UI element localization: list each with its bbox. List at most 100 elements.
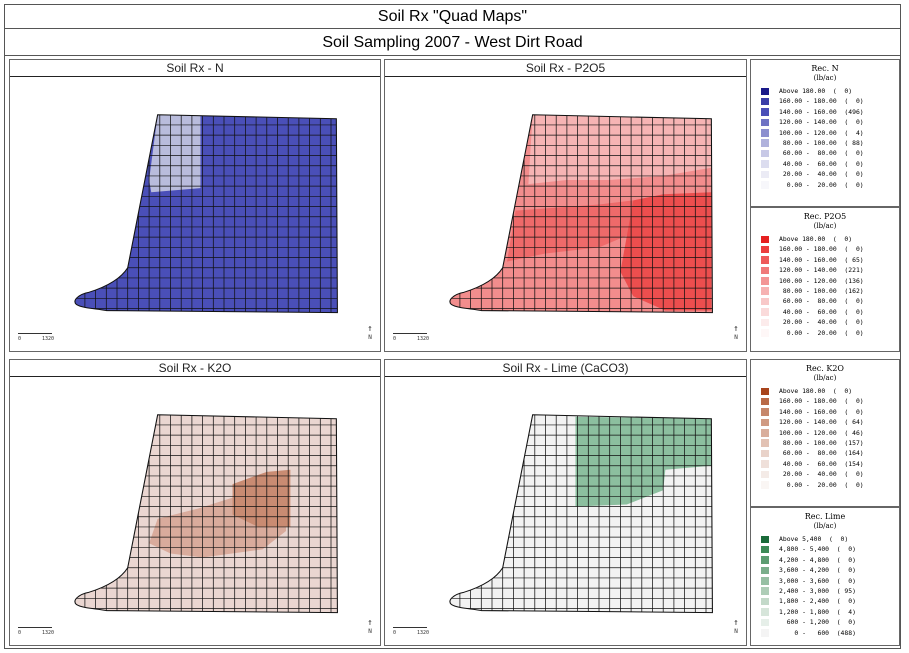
- legend-swatch: [761, 308, 769, 316]
- legend-swatch: [761, 108, 769, 116]
- rx-zone: [506, 200, 634, 262]
- legend-rec-n: Rec. N (lb/ac) Above 180.00 ( 0) 160.00 -…: [750, 59, 900, 207]
- legend-row: 2,400 - 3,000 ( 95): [751, 586, 899, 596]
- scale-bar: 0 1320: [393, 333, 433, 343]
- legend-label: 0.00 - 20.00 ( 0): [779, 480, 864, 489]
- legend-label: 20.00 - 40.00 ( 0): [779, 470, 864, 479]
- legend-swatch: [761, 618, 769, 627]
- legend-row: 0.00 - 20.00 ( 0): [751, 328, 899, 338]
- map-title-lime: Soil Rx - Lime (CaCO3): [385, 360, 746, 377]
- legend-label: 2,400 - 3,000 ( 95): [779, 586, 856, 595]
- legend-rec-p2o5: Rec. P2O5 (lb/ac) Above 180.00 ( 0) 160.0…: [750, 207, 900, 352]
- report-title: Soil Rx "Quad Maps": [5, 5, 900, 29]
- legend-row: Above 180.00 ( 0): [751, 234, 899, 244]
- legend-row: 20.00 - 40.00 ( 0): [751, 469, 899, 479]
- legend-swatch: [761, 149, 769, 158]
- legend-swatch: [761, 256, 769, 264]
- legend-swatch: [761, 266, 769, 275]
- legend-swatch: [761, 587, 769, 595]
- legend-row: 140.00 - 160.00 (496): [751, 107, 899, 117]
- legend-label: 1,200 - 1,800 ( 4): [779, 607, 856, 616]
- legend-row: 40.00 - 60.00 ( 0): [751, 159, 899, 169]
- legend-label: 80.00 - 100.00 (157): [779, 438, 864, 447]
- legend-row: Above 180.00 ( 0): [751, 386, 899, 396]
- legend-label: 3,600 - 4,200 ( 0): [779, 566, 856, 575]
- legend-swatch: [761, 556, 769, 564]
- legend-label: 140.00 - 160.00 (496): [779, 107, 864, 116]
- legend-row: 120.00 - 140.00 ( 0): [751, 117, 899, 127]
- map-n: [74, 114, 338, 314]
- legend-unit: (lb/ac): [813, 522, 837, 530]
- map-p2o5: [449, 114, 713, 314]
- legend-label: 60.00 - 80.00 ( 0): [779, 297, 864, 306]
- legend-label: 0.00 - 20.00 ( 0): [779, 180, 864, 189]
- legend-row: Above 5,400 ( 0): [751, 534, 899, 544]
- legend-label: 160.00 - 180.00 ( 0): [779, 245, 864, 254]
- legend-swatch: [761, 408, 769, 416]
- legend-row: 40.00 - 60.00 (154): [751, 459, 899, 469]
- legend-row: 20.00 - 40.00 ( 0): [751, 317, 899, 327]
- legend-label: 4,800 - 5,400 ( 0): [779, 545, 856, 554]
- legend-row: 80.00 - 100.00 (162): [751, 286, 899, 296]
- legend-label: 140.00 - 160.00 ( 0): [779, 407, 864, 416]
- legend-swatch: [761, 577, 769, 585]
- rx-zone: [149, 114, 201, 193]
- legend-label: 20.00 - 40.00 ( 0): [779, 170, 864, 179]
- legend-row: 140.00 - 160.00 ( 0): [751, 407, 899, 417]
- legend-swatch: [761, 170, 769, 179]
- legend-swatch: [761, 387, 769, 395]
- scale-bar: 0 1320: [18, 627, 58, 637]
- legend-swatch: [761, 277, 769, 285]
- map-title-n: Soil Rx - N: [10, 60, 380, 77]
- legend-row: 100.00 - 120.00 (136): [751, 276, 899, 286]
- legend-label: 100.00 - 120.00 ( 46): [779, 428, 864, 437]
- legend-label: 600 - 1,200 ( 0): [779, 618, 856, 627]
- legend-row: 0 - 600 (488): [751, 628, 899, 638]
- legend-swatch: [761, 460, 769, 468]
- map-panel-p2o5: Soil Rx - P2O5 0 1320 ↑ N: [384, 59, 747, 352]
- north-arrow-icon: ↑ N: [733, 618, 739, 636]
- legend-row: 0.00 - 20.00 ( 0): [751, 180, 899, 190]
- map-panel-n: Soil Rx - N 0 1320 ↑ N: [9, 59, 381, 352]
- report-subtitle: Soil Sampling 2007 - West Dirt Road: [5, 29, 900, 56]
- legend-row: 4,800 - 5,400 ( 0): [751, 544, 899, 554]
- report-frame: Soil Rx "Quad Maps" Soil Sampling 2007 -…: [4, 4, 901, 649]
- legend-row: 100.00 - 120.00 ( 4): [751, 128, 899, 138]
- legend-label: 1,800 - 2,400 ( 0): [779, 597, 856, 606]
- legend-swatch: [761, 429, 769, 437]
- map-k2o: [74, 414, 338, 614]
- legend-swatch: [761, 318, 769, 327]
- legend-label: 160.00 - 180.00 ( 0): [779, 397, 864, 406]
- legend-label: Above 180.00 ( 0): [779, 235, 853, 243]
- legend-swatch: [761, 287, 769, 295]
- legend-label: 60.00 - 80.00 (164): [779, 449, 864, 458]
- legend-row: 80.00 - 100.00 (157): [751, 438, 899, 448]
- rx-zone: [620, 192, 712, 311]
- legend-label: 3,000 - 3,600 ( 0): [779, 576, 856, 585]
- legend-label: 60.00 - 80.00 ( 0): [779, 149, 864, 158]
- legend-unit: (lb/ac): [813, 222, 837, 230]
- legend-swatch: [761, 470, 769, 479]
- legend-label: 120.00 - 140.00 (221): [779, 266, 864, 275]
- legend-label: 4,200 - 4,800 ( 0): [779, 555, 856, 564]
- legend-label: 100.00 - 120.00 (136): [779, 276, 864, 285]
- legend-label: 140.00 - 160.00 ( 65): [779, 255, 864, 264]
- legend-label: 100.00 - 120.00 ( 4): [779, 128, 864, 137]
- legend-swatch: [761, 397, 769, 406]
- north-arrow-icon: ↑ N: [367, 618, 373, 636]
- legend-label: 0 - 600 (488): [779, 628, 856, 637]
- legend-swatch: [761, 439, 769, 447]
- legend-label: 20.00 - 40.00 ( 0): [779, 318, 864, 327]
- legend-unit: (lb/ac): [813, 74, 837, 82]
- legend-label: 160.00 - 180.00 ( 0): [779, 97, 864, 106]
- legend-label: Above 180.00 ( 0): [779, 87, 853, 95]
- legend-row: 3,000 - 3,600 ( 0): [751, 576, 899, 586]
- legend-label: 0.00 - 20.00 ( 0): [779, 328, 864, 337]
- legend-label: 120.00 - 140.00 ( 0): [779, 118, 864, 127]
- legend-row: 1,800 - 2,400 ( 0): [751, 596, 899, 606]
- map-title-p2o5: Soil Rx - P2O5: [385, 60, 746, 77]
- field-boundary: [74, 114, 338, 313]
- north-arrow-icon: ↑ N: [367, 324, 373, 342]
- legend-label: Above 5,400 ( 0): [779, 535, 849, 543]
- legend-label: 80.00 - 100.00 (162): [779, 286, 864, 295]
